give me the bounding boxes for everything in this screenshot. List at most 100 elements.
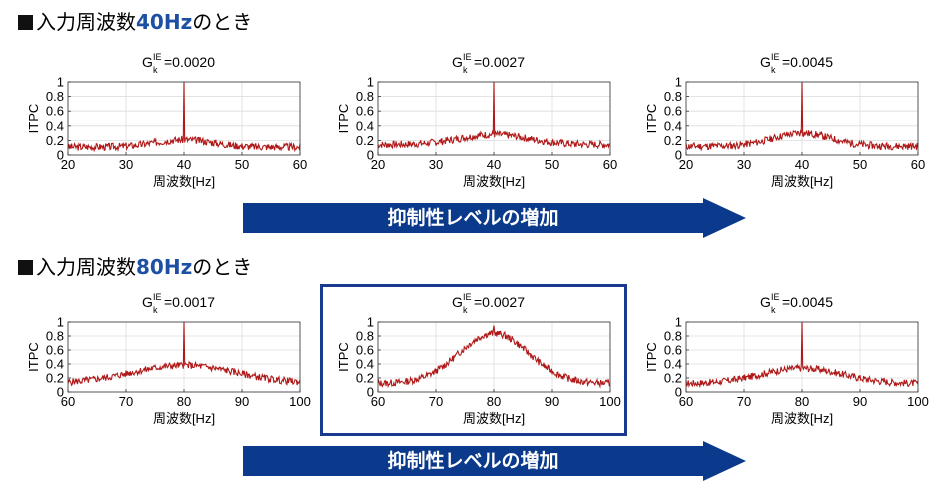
arrow-label: 抑制性レベルの増加 bbox=[387, 450, 559, 472]
square-bullet-icon bbox=[18, 15, 33, 30]
x-tick-label: 60 bbox=[371, 394, 385, 409]
x-tick-label: 60 bbox=[911, 157, 925, 172]
title-value: =0.0027 bbox=[474, 54, 525, 70]
y-tick-label: 0 bbox=[675, 148, 682, 163]
title-subscript: k bbox=[771, 305, 776, 315]
x-tick-label: 60 bbox=[293, 157, 307, 172]
highlight-box bbox=[320, 284, 627, 436]
title-value: =0.0017 bbox=[164, 294, 215, 310]
section-suffix: のとき bbox=[192, 255, 253, 279]
y-tick-label: 1 bbox=[367, 75, 374, 90]
x-tick-label: 20 bbox=[679, 157, 693, 172]
title-superscript: IE bbox=[153, 52, 162, 62]
y-tick-label: 0.6 bbox=[356, 343, 374, 358]
arrow-label: 抑制性レベルの増加 bbox=[387, 207, 559, 229]
y-tick-label: 0.8 bbox=[356, 329, 374, 344]
y-tick-label: 0.4 bbox=[356, 357, 374, 372]
title-symbol: G bbox=[142, 294, 153, 310]
y-tick-label: 1 bbox=[675, 315, 682, 330]
x-tick-label: 90 bbox=[235, 394, 249, 409]
y-tick-label: 0.2 bbox=[664, 133, 682, 148]
y-tick-label: 0 bbox=[57, 385, 64, 400]
title-value: =0.0045 bbox=[782, 54, 833, 70]
x-tick-label: 20 bbox=[61, 157, 75, 172]
x-tick-label: 60 bbox=[603, 157, 617, 172]
y-axis-label: ITPC bbox=[644, 342, 659, 372]
y-tick-label: 0.4 bbox=[356, 118, 374, 133]
section-title-40hz: 入力周波数40Hzのとき bbox=[18, 10, 252, 34]
x-tick-label: 70 bbox=[119, 394, 133, 409]
y-tick-label: 0.8 bbox=[46, 329, 64, 344]
title-subscript: k bbox=[463, 305, 468, 315]
title-superscript: IE bbox=[463, 52, 472, 62]
title-superscript: IE bbox=[463, 292, 472, 302]
x-axis-label: 周波数[Hz] bbox=[771, 411, 833, 426]
y-tick-label: 0.4 bbox=[664, 357, 682, 372]
title-subscript: k bbox=[153, 305, 158, 315]
y-tick-label: 0.2 bbox=[46, 133, 64, 148]
x-tick-label: 50 bbox=[545, 157, 559, 172]
x-tick-label: 80 bbox=[795, 394, 809, 409]
y-tick-label: 1 bbox=[675, 75, 682, 90]
itpc-plot-40hz-3: 20 30 40 50 60 00.20.40.60.81 周波数[Hz] ITPC G IE k =… bbox=[644, 52, 925, 189]
y-tick-label: 0 bbox=[367, 148, 374, 163]
x-tick-label: 70 bbox=[737, 394, 751, 409]
y-tick-label: 0.8 bbox=[664, 329, 682, 344]
y-tick-label: 1 bbox=[367, 315, 374, 330]
y-axis-label: ITPC bbox=[26, 342, 41, 372]
title-symbol: G bbox=[760, 54, 771, 70]
y-tick-label: 0.8 bbox=[356, 89, 374, 104]
title-symbol: G bbox=[142, 54, 153, 70]
section-title-80hz: 入力周波数80Hzのとき bbox=[18, 255, 252, 279]
x-tick-label: 100 bbox=[289, 394, 311, 409]
title-symbol: G bbox=[452, 54, 463, 70]
y-tick-label: 0.2 bbox=[356, 371, 374, 386]
title-value: =0.0027 bbox=[474, 294, 525, 310]
x-tick-label: 80 bbox=[177, 394, 191, 409]
x-tick-label: 30 bbox=[119, 157, 133, 172]
y-tick-label: 0 bbox=[57, 148, 64, 163]
x-tick-label: 40 bbox=[487, 157, 501, 172]
x-tick-label: 60 bbox=[61, 394, 75, 409]
y-tick-label: 0.4 bbox=[664, 118, 682, 133]
y-tick-label: 0 bbox=[367, 385, 374, 400]
title-superscript: IE bbox=[771, 292, 780, 302]
x-axis-label: 周波数[Hz] bbox=[153, 411, 215, 426]
arrow-right-icon bbox=[243, 441, 746, 481]
y-axis-label: ITPC bbox=[26, 104, 41, 134]
itpc-plot-80hz-3: 60 70 80 90 100 00.20.40.60.81 周波数[Hz] ITPC G IE k… bbox=[644, 292, 929, 426]
y-axis-label: ITPC bbox=[336, 104, 351, 134]
x-tick-label: 40 bbox=[795, 157, 809, 172]
itpc-plot-40hz-2: 20 30 40 50 60 00.20.40.60.81 周波数[Hz] ITPC G IE k =… bbox=[336, 52, 617, 189]
y-tick-label: 1 bbox=[57, 75, 64, 90]
x-tick-label: 30 bbox=[737, 157, 751, 172]
y-tick-label: 0.6 bbox=[46, 343, 64, 358]
itpc-plot-40hz-1: 20 30 40 50 60 00.20.40.60.81 周波数[Hz] ITPC G IE k =… bbox=[26, 52, 307, 189]
x-axis-label: 周波数[Hz] bbox=[771, 174, 833, 189]
y-tick-label: 0 bbox=[675, 385, 682, 400]
y-tick-label: 1 bbox=[57, 315, 64, 330]
y-tick-label: 0.6 bbox=[46, 104, 64, 119]
title-subscript: k bbox=[771, 65, 776, 75]
title-superscript: IE bbox=[153, 292, 162, 302]
x-tick-label: 30 bbox=[429, 157, 443, 172]
inhibitory-increase-arrow: 抑制性レベルの増加 bbox=[243, 441, 746, 481]
title-value: =0.0020 bbox=[164, 54, 215, 70]
y-tick-label: 0.6 bbox=[664, 104, 682, 119]
x-axis-label: 周波数[Hz] bbox=[153, 174, 215, 189]
y-tick-label: 0.2 bbox=[664, 371, 682, 386]
x-tick-label: 80 bbox=[487, 394, 501, 409]
section-frequency: 80Hz bbox=[136, 255, 193, 279]
x-tick-label: 20 bbox=[371, 157, 385, 172]
y-tick-label: 0.8 bbox=[664, 89, 682, 104]
x-tick-label: 60 bbox=[679, 394, 693, 409]
title-symbol: G bbox=[760, 294, 771, 310]
section-frequency: 40Hz bbox=[136, 10, 193, 34]
title-symbol: G bbox=[452, 294, 463, 310]
x-tick-label: 90 bbox=[853, 394, 867, 409]
x-tick-label: 50 bbox=[853, 157, 867, 172]
x-tick-label: 70 bbox=[429, 394, 443, 409]
y-tick-label: 0.4 bbox=[46, 118, 64, 133]
x-tick-label: 100 bbox=[907, 394, 929, 409]
itpc-plot-80hz-1: 60 70 80 90 100 00.20.40.60.81 周波数[Hz] ITPC G IE k… bbox=[26, 292, 311, 426]
